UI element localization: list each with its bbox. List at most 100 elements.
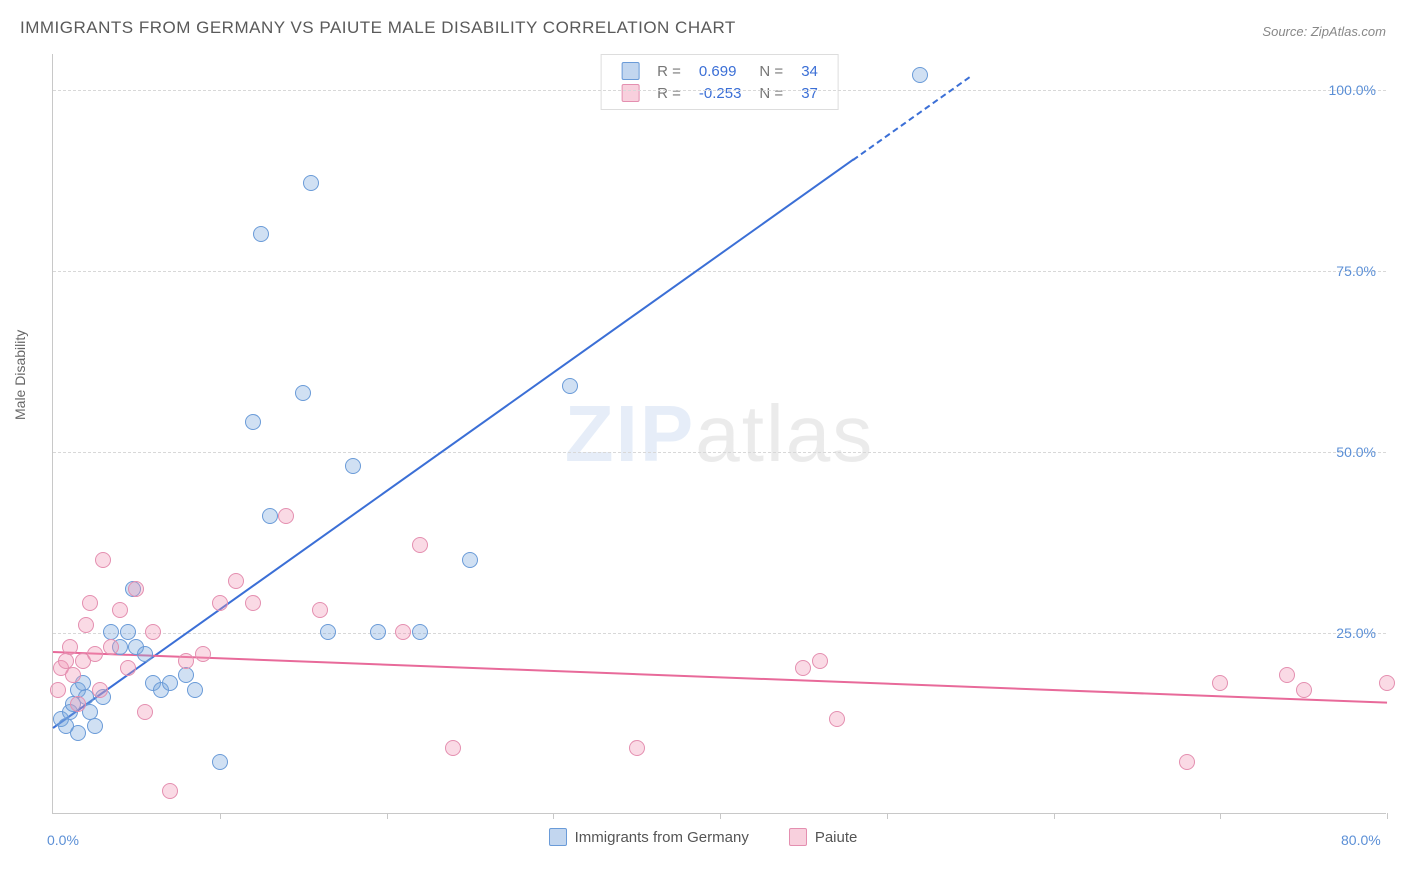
data-point bbox=[245, 414, 261, 430]
data-point bbox=[245, 595, 261, 611]
series-legend: Immigrants from Germany Paiute bbox=[0, 828, 1406, 846]
data-point bbox=[145, 624, 161, 640]
x-tick bbox=[220, 813, 221, 819]
data-point bbox=[137, 704, 153, 720]
data-point bbox=[412, 537, 428, 553]
chart-title: IMMIGRANTS FROM GERMANY VS PAIUTE MALE D… bbox=[20, 18, 736, 38]
data-point bbox=[253, 226, 269, 242]
swatch-pink-icon bbox=[789, 828, 807, 846]
correlation-legend: R = 0.699 N = 34 R = -0.253 N = 37 bbox=[600, 54, 839, 110]
data-point bbox=[112, 602, 128, 618]
data-point bbox=[562, 378, 578, 394]
data-point bbox=[162, 675, 178, 691]
legend-pink-label: Paiute bbox=[815, 829, 858, 846]
x-tick bbox=[553, 813, 554, 819]
data-point bbox=[1179, 754, 1195, 770]
data-point bbox=[212, 754, 228, 770]
data-point bbox=[829, 711, 845, 727]
data-point bbox=[87, 646, 103, 662]
data-point bbox=[228, 573, 244, 589]
gridline bbox=[53, 90, 1386, 91]
x-tick bbox=[887, 813, 888, 819]
legend-row-pink: R = -0.253 N = 37 bbox=[613, 83, 826, 103]
swatch-blue-icon bbox=[621, 62, 639, 80]
data-point bbox=[78, 617, 94, 633]
data-point bbox=[295, 385, 311, 401]
x-tick bbox=[1054, 813, 1055, 819]
y-tick-label: 25.0% bbox=[1336, 625, 1376, 641]
source-name: ZipAtlas.com bbox=[1311, 24, 1386, 39]
x-tick bbox=[387, 813, 388, 819]
data-point bbox=[87, 718, 103, 734]
source-credit: Source: ZipAtlas.com bbox=[1262, 24, 1386, 39]
y-tick-label: 50.0% bbox=[1336, 444, 1376, 460]
data-point bbox=[262, 508, 278, 524]
source-label: Source: bbox=[1262, 24, 1307, 39]
watermark: ZIPatlas bbox=[565, 388, 874, 480]
data-point bbox=[303, 175, 319, 191]
data-point bbox=[629, 740, 645, 756]
data-point bbox=[120, 660, 136, 676]
data-point bbox=[412, 624, 428, 640]
legend-r-label: R = bbox=[649, 83, 689, 103]
data-point bbox=[178, 653, 194, 669]
data-point bbox=[345, 458, 361, 474]
legend-pink-n: 37 bbox=[793, 83, 826, 103]
data-point bbox=[320, 624, 336, 640]
legend-n-label: N = bbox=[751, 61, 791, 81]
data-point bbox=[462, 552, 478, 568]
watermark-rest: atlas bbox=[695, 389, 874, 478]
data-point bbox=[1296, 682, 1312, 698]
swatch-pink-icon bbox=[621, 84, 639, 102]
data-point bbox=[912, 67, 928, 83]
data-point bbox=[1279, 667, 1295, 683]
data-point bbox=[795, 660, 811, 676]
data-point bbox=[50, 682, 66, 698]
data-point bbox=[95, 552, 111, 568]
legend-row-blue: R = 0.699 N = 34 bbox=[613, 61, 826, 81]
data-point bbox=[103, 639, 119, 655]
data-point bbox=[812, 653, 828, 669]
data-point bbox=[312, 602, 328, 618]
data-point bbox=[82, 595, 98, 611]
data-point bbox=[62, 639, 78, 655]
legend-n-label: N = bbox=[751, 83, 791, 103]
swatch-blue-icon bbox=[549, 828, 567, 846]
data-point bbox=[195, 646, 211, 662]
legend-r-label: R = bbox=[649, 61, 689, 81]
legend-item-blue: Immigrants from Germany bbox=[549, 828, 749, 846]
gridline bbox=[53, 633, 1386, 634]
legend-blue-n: 34 bbox=[793, 61, 826, 81]
data-point bbox=[187, 682, 203, 698]
data-point bbox=[70, 696, 86, 712]
data-point bbox=[1379, 675, 1395, 691]
y-axis-title: Male Disability bbox=[12, 330, 28, 420]
legend-pink-r: -0.253 bbox=[691, 83, 750, 103]
data-point bbox=[120, 624, 136, 640]
data-point bbox=[370, 624, 386, 640]
data-point bbox=[395, 624, 411, 640]
x-tick bbox=[1387, 813, 1388, 819]
data-point bbox=[445, 740, 461, 756]
trend-line bbox=[52, 159, 854, 729]
data-point bbox=[92, 682, 108, 698]
legend-blue-label: Immigrants from Germany bbox=[575, 829, 749, 846]
data-point bbox=[278, 508, 294, 524]
plot-area: ZIPatlas R = 0.699 N = 34 R = -0.253 N =… bbox=[52, 54, 1386, 814]
x-tick bbox=[720, 813, 721, 819]
legend-blue-r: 0.699 bbox=[691, 61, 750, 81]
data-point bbox=[70, 725, 86, 741]
data-point bbox=[1212, 675, 1228, 691]
legend-item-pink: Paiute bbox=[789, 828, 858, 846]
data-point bbox=[162, 783, 178, 799]
trend-line bbox=[53, 651, 1387, 704]
trend-line bbox=[853, 76, 971, 161]
gridline bbox=[53, 452, 1386, 453]
gridline bbox=[53, 271, 1386, 272]
data-point bbox=[212, 595, 228, 611]
data-point bbox=[178, 667, 194, 683]
data-point bbox=[128, 581, 144, 597]
y-tick-label: 100.0% bbox=[1329, 82, 1376, 98]
watermark-bold: ZIP bbox=[565, 389, 695, 478]
data-point bbox=[137, 646, 153, 662]
